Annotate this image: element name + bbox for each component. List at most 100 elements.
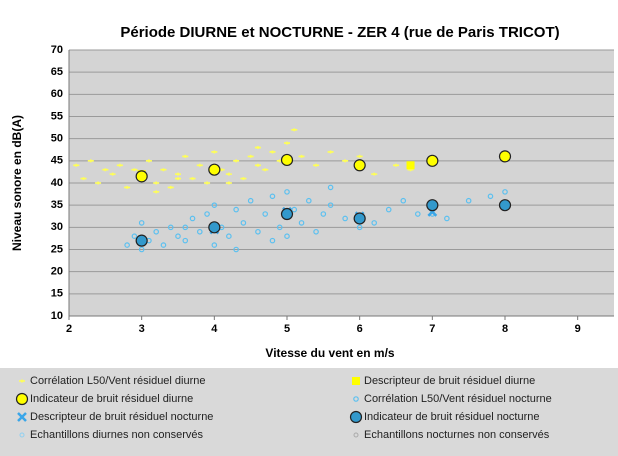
y-tick-label: 55 (51, 110, 63, 122)
point (255, 228, 261, 235)
x-axis-label: Vitesse du vent en m/s (265, 346, 394, 360)
x-tick-label: 4 (211, 323, 218, 335)
x-tick-label: 8 (502, 323, 508, 335)
point (208, 163, 221, 176)
legend-marker (353, 432, 359, 438)
point (189, 215, 196, 222)
point (138, 246, 145, 253)
legend-label: Corrélation L50/Vent résiduel diurne (30, 375, 206, 387)
point (385, 206, 392, 213)
point (135, 234, 148, 247)
x-tick-label: 5 (284, 323, 290, 335)
point (160, 242, 167, 248)
x-tick-label: 7 (429, 323, 435, 335)
point (225, 172, 232, 176)
y-axis-label: Niveau sonore en dB(A) (10, 115, 24, 251)
point (226, 233, 232, 240)
y-tick-label: 50 (51, 133, 63, 145)
legend-marker (19, 432, 25, 438)
point (131, 233, 138, 240)
point (204, 211, 210, 217)
point (240, 177, 247, 181)
point (414, 211, 421, 217)
point (197, 228, 203, 235)
point (254, 146, 261, 150)
point (196, 163, 203, 167)
point (116, 163, 123, 167)
y-tick-label: 45 (51, 155, 63, 167)
point (240, 220, 247, 226)
point (175, 172, 181, 176)
legend-marker (352, 377, 360, 385)
y-tick-label: 15 (51, 288, 63, 300)
point (204, 181, 211, 185)
point (262, 211, 269, 217)
legend-marker (17, 412, 27, 422)
x-tick-label: 2 (66, 323, 72, 335)
point (262, 168, 269, 172)
legend-marker (15, 392, 29, 406)
point (175, 233, 181, 240)
y-tick-label: 40 (51, 177, 63, 189)
point (498, 199, 512, 212)
point (498, 150, 512, 163)
point (131, 168, 138, 172)
point (208, 221, 221, 234)
point (138, 220, 145, 226)
point (371, 220, 378, 226)
point (247, 154, 254, 158)
y-tick-label: 60 (51, 88, 63, 100)
point (327, 184, 334, 191)
point (342, 159, 349, 163)
point (356, 154, 363, 158)
point (124, 185, 131, 189)
y-tick-label: 65 (51, 66, 63, 78)
point (444, 215, 450, 222)
legend-marker (19, 379, 25, 383)
point (153, 181, 160, 185)
y-tick-label: 35 (51, 199, 63, 211)
y-tick-label: 70 (51, 44, 63, 56)
point (298, 154, 305, 158)
point (356, 224, 363, 231)
legend-label: Echantillons nocturnes non conservés (364, 429, 550, 441)
point (400, 197, 407, 204)
point (313, 163, 320, 167)
point (313, 228, 319, 235)
point (225, 181, 232, 185)
point (406, 161, 415, 170)
y-tick-label: 20 (51, 266, 63, 278)
point (182, 154, 189, 158)
point (109, 172, 116, 176)
point (182, 237, 189, 244)
point (153, 190, 160, 194)
point (269, 193, 276, 200)
point (73, 163, 80, 167)
point (284, 141, 290, 145)
point (320, 211, 327, 217)
legend-label: Indicateur de bruit résiduel nocturne (364, 411, 540, 423)
point (284, 233, 290, 240)
point (211, 242, 218, 248)
point (124, 242, 130, 248)
point (305, 197, 312, 204)
point (393, 163, 399, 167)
legend-marker (353, 396, 359, 402)
point (189, 177, 196, 181)
legend-label: Descripteur de bruit résiduel diurne (364, 375, 535, 387)
x-tick-label: 9 (575, 323, 581, 335)
point (353, 212, 366, 225)
chart-title: Période DIURNE et NOCTURNE - ZER 4 (rue … (120, 24, 559, 41)
legend-label: Echantillons diurnes non conservés (30, 429, 204, 441)
y-tick-label: 30 (51, 221, 63, 233)
point (135, 170, 148, 183)
point (269, 237, 276, 244)
point (298, 220, 305, 226)
point (95, 181, 102, 185)
point (284, 189, 290, 195)
point (280, 207, 294, 221)
point (465, 197, 472, 204)
point (254, 163, 261, 167)
y-tick-label: 25 (51, 243, 63, 255)
point (327, 202, 334, 208)
